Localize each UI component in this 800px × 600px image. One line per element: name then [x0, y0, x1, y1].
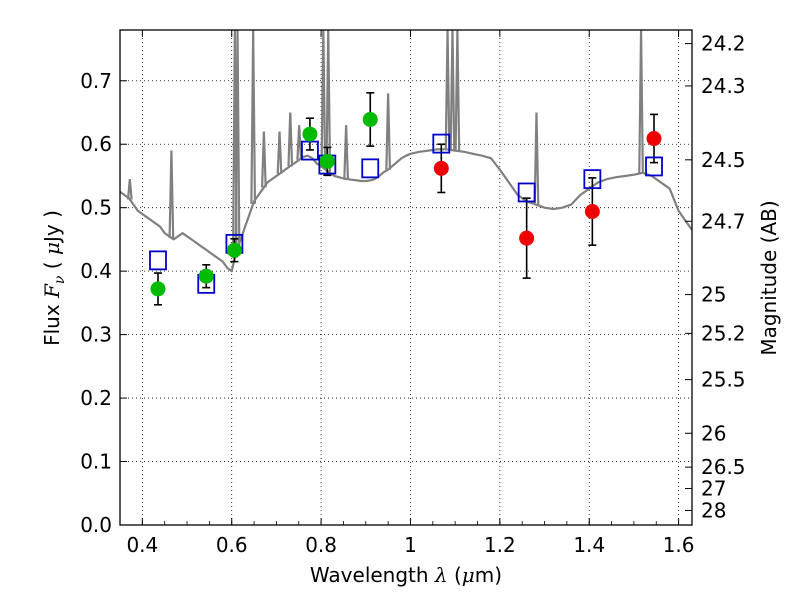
- synthetic-point: [149, 250, 167, 271]
- observed-point: [226, 242, 242, 258]
- y2-tick-label: 25: [701, 283, 726, 307]
- y-axis-ticks: 0.0 0.1 0.2 0.3 0.4 0.5 0.6 0.7: [80, 69, 127, 537]
- emission-line-spike: [444, 30, 451, 150]
- synthetic-point: [645, 156, 663, 177]
- y2-tick-label: 25.5: [701, 368, 746, 392]
- x-tick-label: 1: [404, 533, 417, 557]
- y2-tick-label: 25.2: [701, 321, 746, 345]
- y-tick-label: 0.1: [80, 450, 112, 474]
- observed-point: [433, 160, 449, 176]
- observed-point: [646, 131, 662, 147]
- emission-line-spike: [385, 93, 392, 170]
- x-tick-label: 0.4: [126, 533, 158, 557]
- y2-axis-title: Magnitude (AB): [757, 200, 781, 355]
- emission-line-spike: [296, 125, 303, 160]
- y-tick-label: 0.7: [80, 69, 112, 93]
- x-tick-label: 0.8: [305, 533, 337, 557]
- y-axis-title: Flux Fν ( μJy ): [40, 210, 68, 346]
- observed-point: [319, 153, 335, 169]
- emission-line-spike: [533, 112, 540, 205]
- x-tick-label: 1.6: [663, 533, 695, 557]
- synthetic-point: [583, 169, 602, 190]
- observed-point: [584, 204, 600, 219]
- emission-line-spike: [320, 30, 327, 169]
- model-spectrum-line: [120, 148, 692, 273]
- y2-tick-label: 24.2: [701, 32, 746, 56]
- x-axis-ticks: 0.4 0.6 0.8 1 1.2 1.4 1.6: [119, 30, 695, 557]
- y2-tick-label: 28: [701, 498, 726, 522]
- plot-frame: [119, 29, 693, 526]
- x-axis-title: Wavelength λ (μm): [310, 563, 502, 587]
- emission-line-spike: [449, 30, 456, 151]
- emission-line-spike: [276, 131, 283, 174]
- emission-line-spike: [343, 125, 350, 179]
- emission-line-spike: [250, 30, 257, 204]
- synthetic-point: [432, 133, 451, 154]
- y2-tick-label: 24.3: [701, 74, 746, 98]
- x-tick-label: 1.2: [484, 533, 516, 557]
- y-tick-label: 0.6: [80, 132, 112, 156]
- observed-point: [302, 126, 318, 142]
- emission-line-spike: [287, 112, 294, 167]
- emission-line-spike: [168, 150, 175, 238]
- observed-point: [362, 111, 378, 127]
- emission-line-spike: [454, 30, 461, 151]
- emission-line-spike: [234, 30, 241, 249]
- observed-point: [150, 281, 166, 297]
- y2-tick-label: 27: [701, 476, 726, 500]
- y-tick-label: 0.3: [80, 323, 112, 347]
- synthetic-point: [517, 182, 536, 203]
- observed-point: [519, 230, 535, 246]
- model-emission-lines: [126, 30, 644, 258]
- y2-tick-label: 26: [701, 421, 726, 445]
- y2-tick-label: 24.5: [701, 148, 746, 172]
- y-tick-label: 0.5: [80, 196, 112, 220]
- x-tick-label: 1.4: [573, 533, 605, 557]
- y-tick-label: 0.2: [80, 386, 112, 410]
- emission-line-spike: [638, 30, 644, 174]
- y2-tick-label: 24.7: [701, 209, 746, 233]
- synthetic-point: [361, 158, 380, 179]
- y-tick-label: 0.0: [80, 513, 112, 537]
- observed-point: [198, 268, 214, 284]
- emission-line-spike: [261, 131, 267, 188]
- x-tick-label: 0.6: [216, 533, 248, 557]
- y-tick-label: 0.4: [80, 259, 112, 283]
- observed-photometry-markers: [150, 111, 662, 297]
- y2-tick-label: 26.5: [701, 455, 746, 479]
- emission-line-spike: [325, 30, 332, 172]
- emission-line-spike: [126, 179, 133, 200]
